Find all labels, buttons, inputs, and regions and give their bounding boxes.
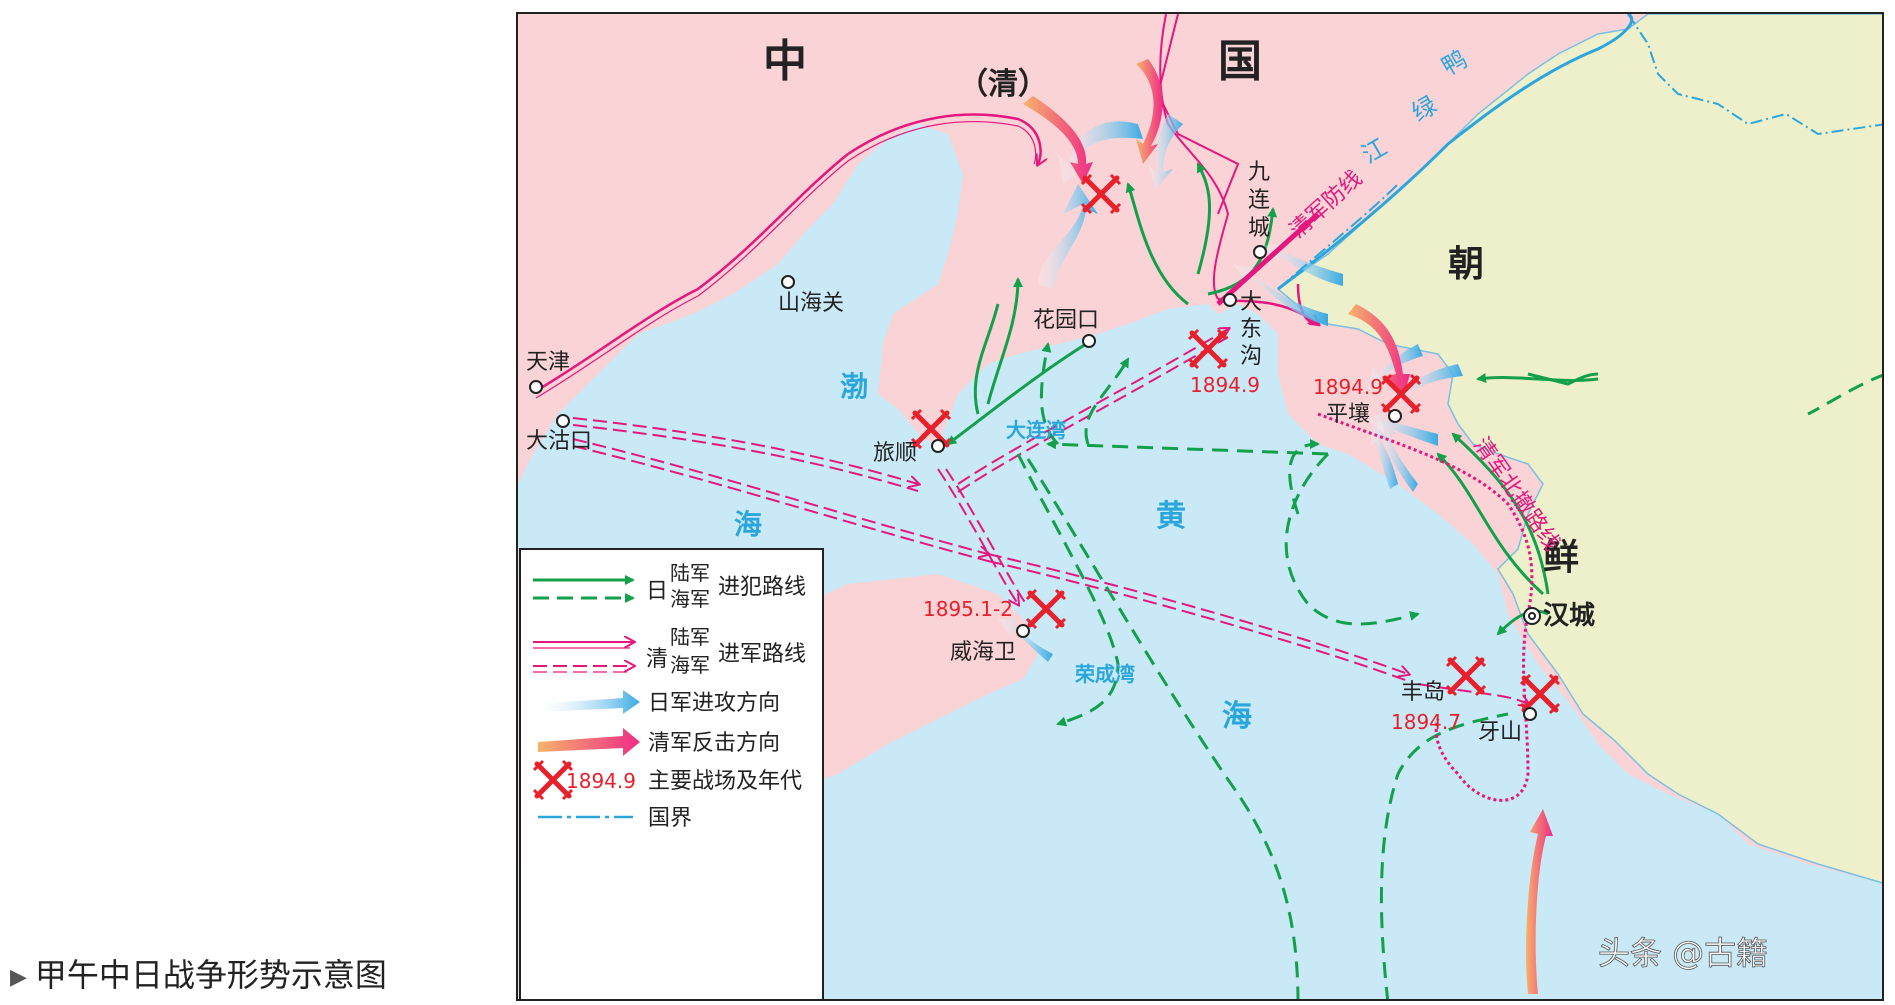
label-dadonggou-1: 大 [1240,290,1262,315]
label-yashan: 牙山 [1478,720,1522,745]
legend-qing-counter: 清军反击方向 [648,731,780,756]
border-line [1627,14,1882,136]
label-hancheng: 汉城 [1543,601,1595,631]
date-pingrang: 1894.9 [1313,375,1383,399]
city-dot-yashan [1523,707,1537,721]
label-jiuliancheng-1: 九 [1248,160,1270,185]
label-bohai-1: 渤 [840,370,868,403]
label-jiuliancheng-3: 城 [1248,216,1270,241]
caption-text: 甲午中日战争形势示意图 [34,956,387,994]
city-dot-hancheng-inner [1528,612,1536,620]
label-huanghai-2: 海 [1222,699,1252,734]
legend-japan-navy: 海军 [670,587,710,611]
date-weihaiwei: 1895.1-2 [923,597,1013,621]
city-dot-huayuankou [1082,334,1096,348]
qing-counter-arrows [1023,59,1553,994]
caption-triangle-icon: ▶ [10,965,27,990]
label-china-zhong: 中 [763,36,807,87]
watermark: 头条 @古籍 [1598,934,1768,972]
label-bay-dalian: 大连湾 [1006,418,1066,442]
legend-battle-label: 主要战场及年代 [648,769,802,794]
legend-japan-route: 进犯路线 [718,575,806,600]
qing-defense-line [1216,212,1320,306]
label-huayuankou: 花园口 [1033,308,1099,333]
label-bohai-2: 海 [734,508,762,541]
label-shanhaiguan: 山海关 [778,291,844,316]
legend-qing-army: 陆军 [670,625,710,649]
legend-japan-char: 日 [646,579,668,604]
date-fengdao: 1894.7 [1391,710,1461,734]
legend-counter-icon [538,728,640,756]
qing-north-retreat-route [1317,412,1534,802]
legend-attack-icon [538,690,640,714]
label-huanghai-1: 黄 [1156,499,1186,534]
map-caption: ▶ 甲午中日战争形势示意图 [10,950,387,996]
label-korea-xian: 鲜 [1543,537,1579,578]
date-dadonggou: 1894.9 [1190,373,1260,397]
city-dot-tianjin [529,380,543,394]
label-tianjin: 天津 [526,350,570,375]
label-dadonggou-2: 东 [1240,317,1262,342]
city-dot-jiuliancheng [1253,245,1267,259]
japan-army-routes [946,162,1599,636]
city-dot-shanhaiguan [781,275,795,289]
label-qing: （清） [958,67,1048,102]
national-border [1277,183,1399,290]
label-jiuliancheng-2: 连 [1248,188,1270,213]
qing-army-route-north [535,14,1318,399]
legend-qing-navy: 海军 [670,653,710,677]
legend: 日 陆军 海军 进犯路线 清 陆军 海军 进军路线 日军进攻方向 清军反击方向 … [519,548,824,999]
city-dot-pingrang [1388,409,1402,423]
legend-border: 国界 [648,806,692,831]
city-dot-lushun [931,439,945,453]
label-weihaiwei: 威海卫 [950,640,1016,665]
legend-battle-date: 1894.9 [566,769,636,793]
legend-qing-char: 清 [646,647,668,672]
qing-navy-routes [572,329,1528,704]
city-dot-weihaiwei [1016,624,1030,638]
label-bay-rongcheng: 荣成湾 [1074,662,1135,686]
yalu-river [1277,14,1634,291]
legend-japan-army: 陆军 [670,561,710,585]
map-frame: 中 国 （清） 朝 鲜 渤 海 黄 海 鸭 绿 江 清军防线 清军北撤路线 大连… [516,12,1884,1001]
japan-navy-routes [1016,342,1882,999]
label-dadonggou-3: 沟 [1240,344,1262,369]
label-fengdao: 丰岛 [1401,680,1445,705]
label-pingrang: 平壤 [1326,402,1370,427]
label-china-guo: 国 [1218,36,1262,87]
korea-land [1276,14,1882,884]
label-lushun: 旅顺 [873,441,917,466]
label-korea-chao: 朝 [1448,244,1484,285]
legend-qing-route: 进军路线 [718,642,806,667]
label-dagukou: 大沽口 [526,429,592,454]
sea-area [518,124,1882,999]
city-dot-dadonggou [1223,293,1237,307]
map-svg: 中 国 （清） 朝 鲜 渤 海 黄 海 鸭 绿 江 清军防线 清军北撤路线 大连… [518,14,1882,999]
city-dot-dagukou [556,414,570,428]
legend-japan-attack: 日军进攻方向 [648,691,780,716]
